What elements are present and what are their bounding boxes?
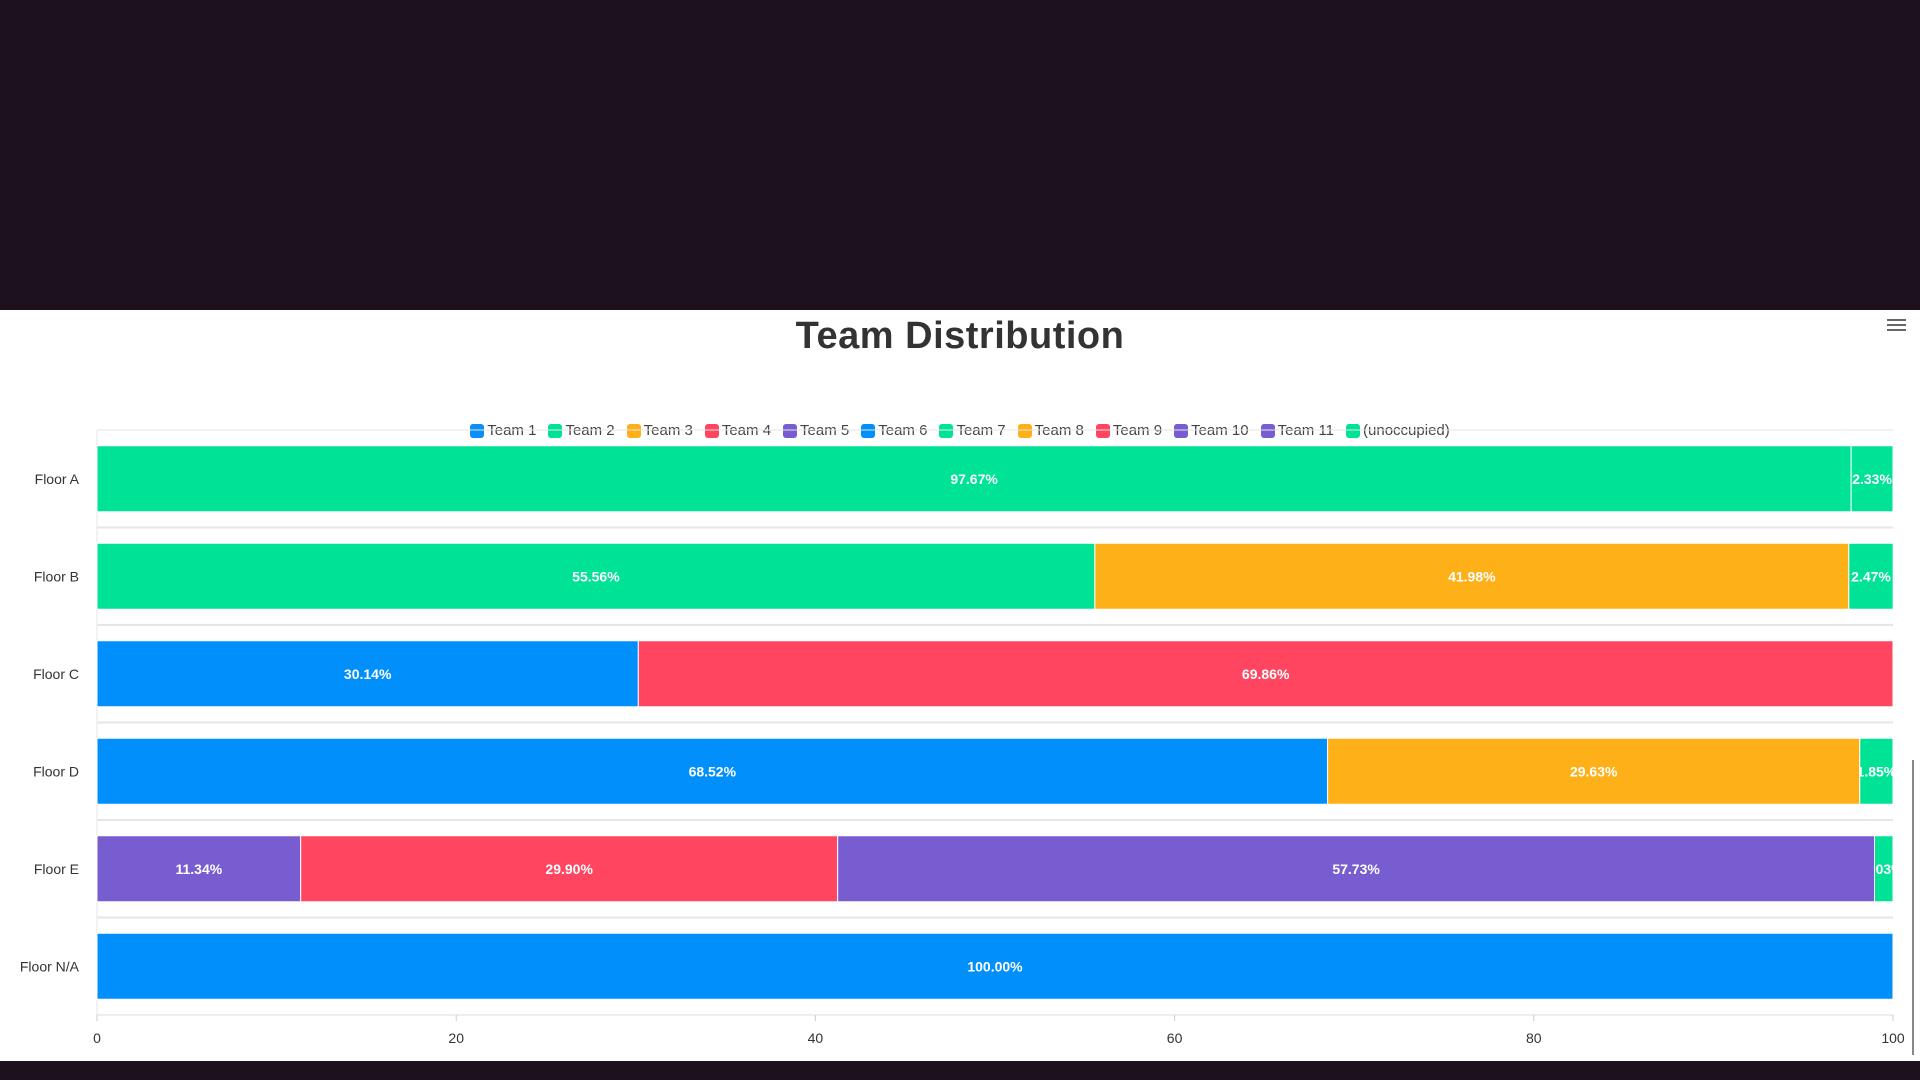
x-tick-label: 80 [1526, 1030, 1542, 1046]
data-label: 57.73% [1332, 861, 1380, 877]
data-label: 11.34% [175, 861, 222, 877]
bar-segment [96, 932, 1894, 1000]
data-label: 69.86% [1242, 666, 1290, 682]
bar-segment [300, 835, 839, 903]
data-label: 2.47% [1851, 568, 1891, 584]
scrollbar[interactable] [1912, 760, 1914, 1055]
bar-segment [837, 835, 1876, 903]
bar-segment [1848, 542, 1894, 610]
category-label: Floor D [33, 763, 79, 779]
chart-panel: Team Distribution Team 1 Team 2 Team 3 Team… [0, 310, 1920, 1061]
hamburger-menu-icon[interactable] [1886, 316, 1908, 338]
data-label: 29.90% [545, 861, 593, 877]
category-label: Floor B [34, 568, 79, 584]
data-label: 29.63% [1570, 763, 1618, 779]
x-tick-label: 20 [448, 1030, 464, 1046]
bar-chart: Floor A Floor B Floor C Floor D Floor E Floor… [20, 429, 1905, 1046]
x-tick-label: 40 [808, 1030, 824, 1046]
category-label: Floor N/A [20, 958, 80, 974]
x-tick-label: 100 [1881, 1030, 1905, 1046]
category-label: Floor E [34, 861, 79, 877]
bar-segment [96, 445, 1852, 513]
category-label: Floor C [33, 666, 79, 682]
bar-segment [637, 640, 1894, 708]
chart-title: Team Distribution [795, 315, 1125, 357]
data-label: 55.56% [572, 568, 620, 584]
bar-segment [1874, 835, 1894, 903]
dark-footer-band [0, 1061, 1920, 1080]
bar-segment [1850, 445, 1894, 513]
data-label: 1.85% [1857, 763, 1897, 779]
bar-segment [96, 737, 1329, 805]
category-label: Floor A [35, 471, 80, 487]
data-label: 68.52% [689, 763, 737, 779]
data-label: 41.98% [1448, 568, 1496, 584]
data-label: 2.33% [1852, 471, 1892, 487]
dark-header-band [0, 0, 1920, 310]
bar-segment [96, 835, 302, 903]
data-label: 97.67% [950, 471, 998, 487]
bar-segment [1327, 737, 1861, 805]
data-label: 100.00% [967, 958, 1023, 974]
bar-segment [1859, 737, 1894, 805]
bar-segment [96, 640, 639, 708]
x-tick-label: 0 [93, 1030, 101, 1046]
data-label: 30.14% [344, 666, 392, 682]
x-tick-label: 60 [1167, 1030, 1183, 1046]
data-label: 1.03% [1864, 861, 1904, 877]
